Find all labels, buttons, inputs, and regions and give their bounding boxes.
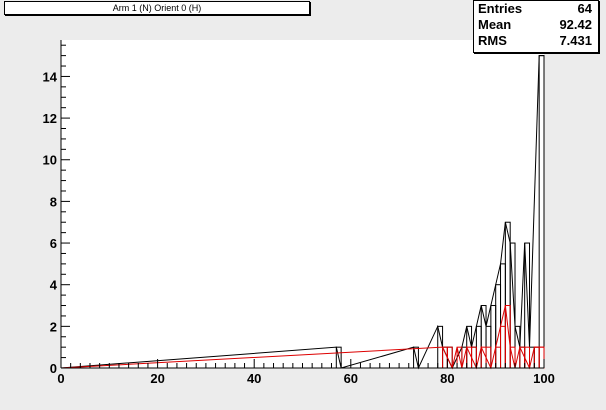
stats-box: Entries 64 Mean 92.42 RMS 7.431 [473, 0, 599, 53]
x-tick-label: 60 [344, 371, 358, 386]
stats-row-entries: Entries 64 [474, 1, 598, 17]
plot-frame [61, 40, 544, 368]
stats-row-mean: Mean 92.42 [474, 17, 598, 33]
x-tick-label: 20 [150, 371, 164, 386]
stats-value: 7.431 [559, 33, 592, 48]
y-tick-label: 6 [50, 236, 57, 251]
x-tick-label: 100 [533, 371, 555, 386]
y-tick-label: 8 [50, 194, 57, 209]
y-tick-label: 0 [50, 361, 57, 376]
y-tick-label: 14 [43, 69, 58, 84]
stats-row-rms: RMS 7.431 [474, 33, 598, 49]
y-tick-label: 12 [43, 111, 57, 126]
y-tick-label: 2 [50, 319, 57, 334]
x-tick-label: 40 [247, 371, 261, 386]
stats-label: Entries [478, 1, 523, 16]
series-0-outline [60, 55, 545, 370]
axes-layer: 0 20 40 60 80 100 0 2 4 6 8 10 12 14 [43, 40, 555, 386]
stats-label: RMS [478, 33, 507, 48]
x-tick-label: 0 [57, 371, 64, 386]
histogram-title: Arm 1 (N) Orient 0 (H) [4, 1, 310, 15]
stats-value: 64 [577, 1, 592, 16]
y-tick-label: 4 [50, 278, 58, 293]
x-tick-label: 80 [440, 371, 454, 386]
y-tick-label: 10 [43, 153, 57, 168]
stats-value: 92.42 [559, 17, 592, 32]
stats-label: Mean [478, 17, 512, 32]
